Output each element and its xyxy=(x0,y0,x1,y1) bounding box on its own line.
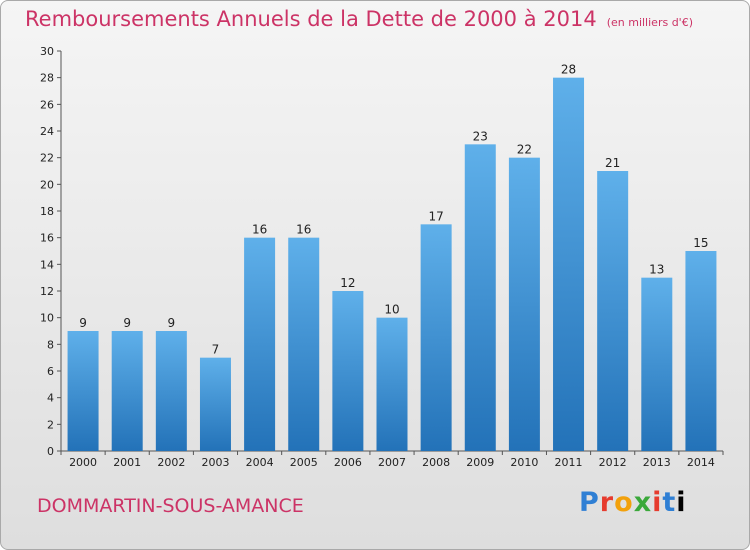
bar-2010 xyxy=(508,157,540,451)
y-tick-label: 12 xyxy=(40,285,54,298)
proxiti-logo[interactable]: Proxiti xyxy=(579,487,687,518)
y-tick-label: 0 xyxy=(47,445,54,458)
x-tick-label: 2001 xyxy=(113,456,141,469)
bar-2000 xyxy=(67,331,99,451)
bar-2002 xyxy=(155,331,187,451)
data-label-2000: 9 xyxy=(79,316,87,330)
logo-letter: o xyxy=(614,487,634,518)
bar-2006 xyxy=(332,291,364,451)
data-label-2003: 7 xyxy=(212,343,220,357)
chart-unit-label: (en milliers d'€) xyxy=(606,16,693,29)
x-tick-label: 2000 xyxy=(69,456,97,469)
x-tick-label: 2012 xyxy=(599,456,627,469)
logo-letter: i xyxy=(676,487,687,518)
bar-2011 xyxy=(553,77,585,452)
y-tick-label: 16 xyxy=(40,232,54,245)
x-tick-label: 2007 xyxy=(378,456,406,469)
data-label-2006: 12 xyxy=(340,276,355,290)
y-tick-label: 6 xyxy=(47,365,54,378)
data-label-2013: 13 xyxy=(649,263,664,277)
data-label-2002: 9 xyxy=(168,316,176,330)
y-tick-label: 18 xyxy=(40,205,54,218)
x-axis: 2000 2001 2002 2003 2004 2005 2006 2007 2008 2009… xyxy=(60,450,724,469)
data-label-2011: 28 xyxy=(561,63,576,77)
data-label-2001: 9 xyxy=(123,316,131,330)
bar-2008 xyxy=(420,224,452,451)
y-tick-label: 20 xyxy=(40,178,54,191)
y-tick-label: 24 xyxy=(40,125,54,138)
logo-letter: x xyxy=(633,487,653,518)
x-tick-label: 2014 xyxy=(687,456,715,469)
bar-2001 xyxy=(111,331,143,451)
data-label-2004: 16 xyxy=(252,223,267,237)
data-label-2005: 16 xyxy=(296,223,311,237)
bar-2007 xyxy=(376,317,408,451)
chart-title-text: Remboursements Annuels de la Dette de 20… xyxy=(25,7,597,31)
commune-name: DOMMARTIN-SOUS-AMANCE xyxy=(37,495,304,517)
bar-2014 xyxy=(685,251,717,451)
data-label-2007: 10 xyxy=(384,303,399,317)
y-tick-label: 10 xyxy=(40,312,54,325)
bar-2003 xyxy=(199,357,231,451)
y-tick-label: 4 xyxy=(47,392,54,405)
x-tick-label: 2006 xyxy=(334,456,362,469)
bar-2004 xyxy=(244,237,276,451)
x-tick-label: 2003 xyxy=(201,456,229,469)
data-label-2010: 22 xyxy=(517,143,532,157)
y-tick-label: 26 xyxy=(40,98,54,111)
x-tick-label: 2013 xyxy=(643,456,671,469)
logo-letter: r xyxy=(599,487,615,518)
y-tick-label: 28 xyxy=(40,72,54,85)
y-tick-label: 22 xyxy=(40,152,54,165)
data-labels: 9 9 9 7 16 16 12 10 17 23 22 28 21 13 15 xyxy=(79,63,708,357)
bars xyxy=(67,77,717,452)
bar-2012 xyxy=(597,171,629,451)
x-tick-label: 2010 xyxy=(510,456,538,469)
bar-2009 xyxy=(464,144,496,452)
logo-letter: t xyxy=(662,487,677,518)
data-label-2008: 17 xyxy=(428,209,443,223)
y-tick-label: 30 xyxy=(40,45,54,58)
bar-2013 xyxy=(641,277,673,451)
x-tick-label: 2009 xyxy=(466,456,494,469)
logo-letter: i xyxy=(652,487,663,518)
y-tick-label: 2 xyxy=(47,418,54,431)
x-tick-label: 2008 xyxy=(422,456,450,469)
x-tick-label: 2011 xyxy=(555,456,583,469)
x-tick-label: 2004 xyxy=(246,456,274,469)
x-tick-label: 2002 xyxy=(157,456,185,469)
data-label-2014: 15 xyxy=(693,236,708,250)
logo-letter: P xyxy=(579,487,600,518)
data-label-2009: 23 xyxy=(473,129,488,143)
chart-title: Remboursements Annuels de la Dette de 20… xyxy=(25,7,693,31)
data-label-2012: 21 xyxy=(605,156,620,170)
y-tick-label: 14 xyxy=(40,258,54,271)
bar-2005 xyxy=(288,237,320,451)
x-tick-label: 2005 xyxy=(290,456,318,469)
y-tick-label: 8 xyxy=(47,338,54,351)
